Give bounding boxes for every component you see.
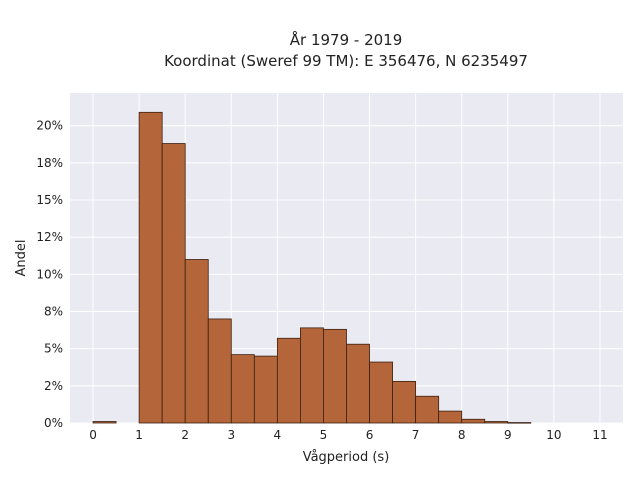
histogram-bars	[92, 111, 532, 424]
histogram-bar	[415, 395, 440, 424]
y-tick-label: 12%	[36, 230, 63, 244]
histogram-bar	[461, 418, 486, 424]
x-tick-label: 11	[592, 428, 607, 442]
x-tick-label: 1	[135, 428, 143, 442]
x-tick-label: 6	[366, 428, 374, 442]
x-tick-labels: 0 1 2 3 4 5 6 7 8 9 10 11	[89, 428, 607, 442]
histogram-bar	[507, 422, 532, 424]
x-tick-label: 2	[181, 428, 189, 442]
y-tick-label: 8%	[44, 305, 63, 319]
x-tick-label: 5	[320, 428, 328, 442]
x-tick-label: 7	[412, 428, 420, 442]
x-tick-label: 10	[546, 428, 561, 442]
histogram-bar	[253, 355, 278, 424]
histogram-bar	[138, 111, 163, 424]
x-tick-label: 3	[227, 428, 235, 442]
y-tick-label: 0%	[44, 416, 63, 430]
x-tick-label: 0	[89, 428, 97, 442]
y-tick-label: 2%	[44, 379, 63, 393]
chart-title-line-2: Koordinat (Sweref 99 TM): E 356476, N 62…	[164, 52, 528, 70]
histogram-bar	[230, 354, 255, 424]
y-tick-label: 20%	[36, 119, 63, 133]
y-tick-labels: 0% 2% 5% 8% 10% 12% 15% 18% 20%	[36, 119, 63, 430]
x-tick-label: 8	[458, 428, 466, 442]
histogram-bar	[392, 380, 417, 424]
x-tick-label: 4	[274, 428, 282, 442]
x-tick-label: 9	[504, 428, 512, 442]
y-axis-label: Andel	[14, 240, 29, 277]
histogram-bar	[300, 327, 324, 424]
histogram-bar	[207, 318, 232, 424]
histogram-bar	[323, 328, 347, 424]
histogram-bar	[92, 421, 117, 424]
y-tick-label: 15%	[36, 193, 63, 207]
histogram-bar	[438, 410, 463, 424]
histogram-bar	[369, 361, 393, 424]
histogram-bar	[346, 343, 370, 424]
x-axis-label: Vågperiod (s)	[303, 450, 390, 465]
chart-title-line-1: År 1979 - 2019	[290, 30, 403, 49]
histogram-bar	[276, 337, 301, 424]
y-tick-label: 5%	[44, 342, 63, 356]
y-tick-label: 10%	[36, 267, 63, 281]
histogram-bar	[484, 421, 509, 424]
y-tick-label: 18%	[36, 156, 63, 170]
histogram-bar	[161, 143, 186, 424]
histogram-bar	[184, 259, 209, 424]
